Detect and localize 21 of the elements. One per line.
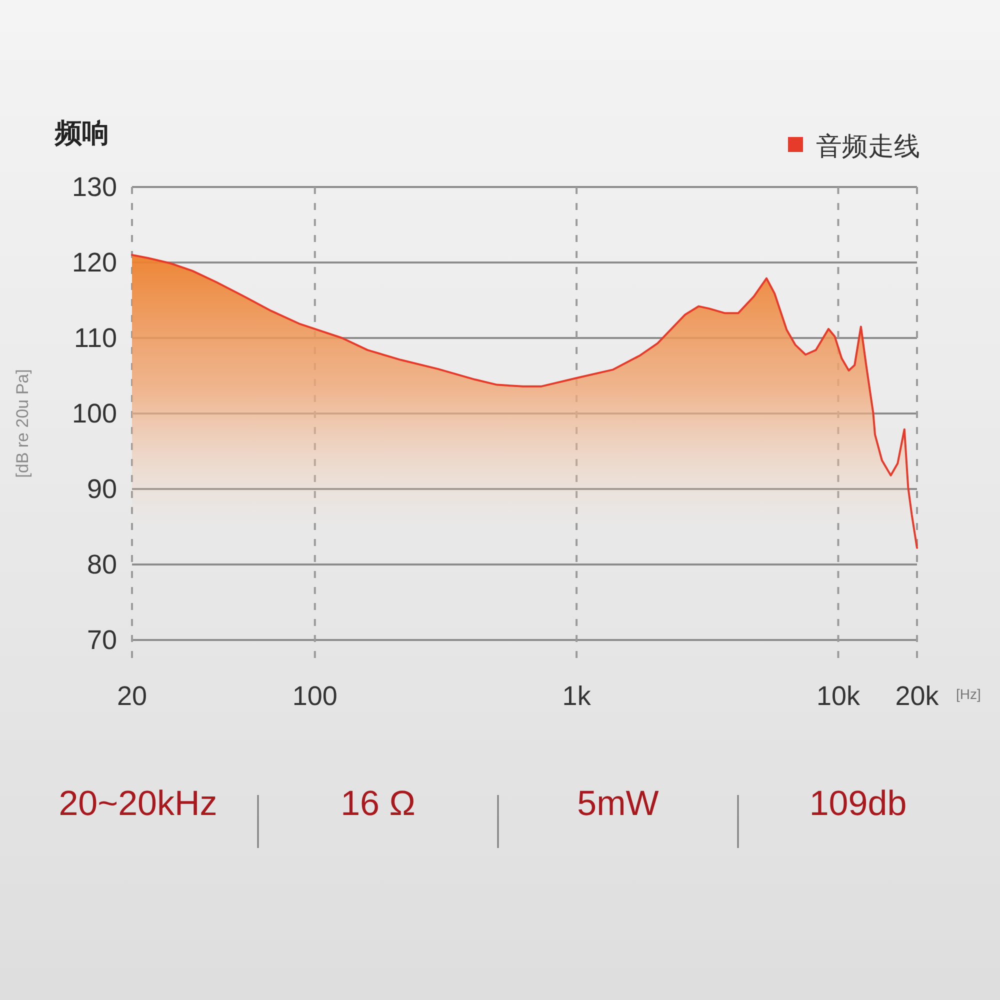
chart-title: 频响 (54, 118, 109, 148)
x-tick-label: 20k (895, 681, 940, 711)
y-tick-label: 110 (74, 323, 117, 353)
x-tick-label: 20 (116, 681, 148, 711)
x-axis-title: [Hz] (956, 686, 981, 702)
y-tick-label: 130 (72, 172, 117, 202)
text: 5mW (577, 784, 659, 823)
legend-label: 音频走线 (816, 131, 920, 161)
y-tick-label: 120 (72, 248, 117, 278)
x-tick-label: 10k (816, 681, 860, 711)
text: 109db (809, 784, 907, 823)
legend: 音频走线 (788, 131, 920, 161)
text: 16 Ω (340, 784, 416, 823)
x-tick-label: 100 (292, 681, 338, 711)
y-tick-label: 100 (72, 398, 117, 428)
text: 20~20kHz (58, 784, 218, 823)
x-tick-label: 1k (562, 681, 592, 711)
y-tick-label: 70 (86, 625, 117, 655)
y-tick-label: 90 (86, 474, 117, 504)
y-axis-title: [dB re 20u Pa] (13, 369, 32, 478)
y-tick-label: 80 (86, 550, 117, 580)
